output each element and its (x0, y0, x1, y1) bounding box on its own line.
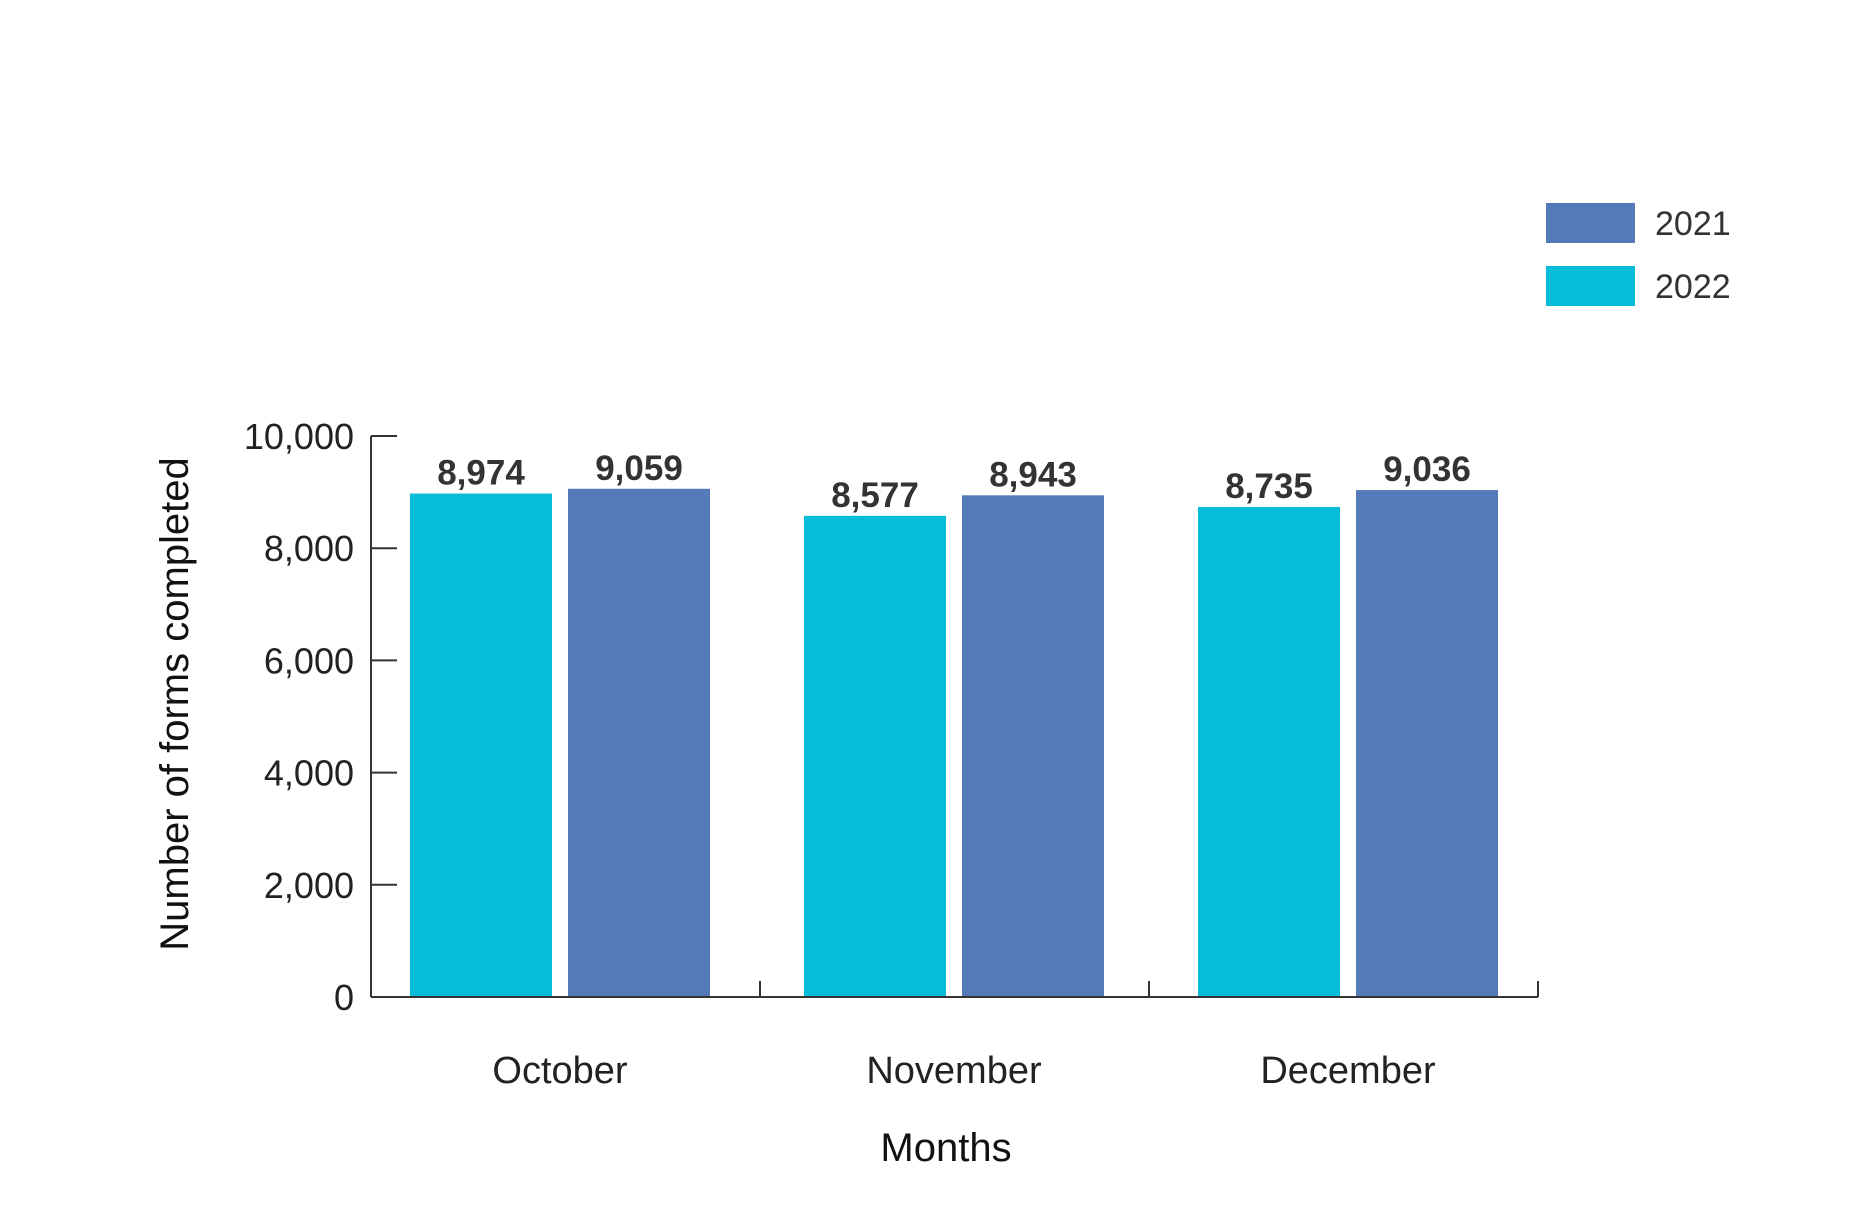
x-ticks-group (759, 981, 1539, 997)
y-tick-label: 8,000 (264, 528, 354, 569)
bar-2022-november (804, 515, 946, 997)
data-label-2022-december: 8,735 (1225, 467, 1313, 506)
legend-swatch-2021 (1546, 203, 1635, 243)
x-category-label-december: December (1260, 1050, 1436, 1092)
legend-label-2022: 2022 (1655, 268, 1731, 306)
bars-group (410, 488, 1498, 997)
y-axis-title: Number of forms completed (153, 457, 197, 951)
bar-2021-november (962, 495, 1104, 997)
bar-2022-october (410, 493, 552, 997)
y-ticks-group: 0 2,000 4,000 6,000 8,000 10,000 (244, 416, 397, 1018)
x-category-label-november: November (866, 1050, 1042, 1092)
y-tick-label: 0 (334, 977, 354, 1018)
legend-label-2021: 2021 (1655, 205, 1731, 243)
y-tick-label: 6,000 (264, 640, 354, 681)
data-label-2021-december: 9,036 (1383, 450, 1471, 489)
x-axis-title: Months (880, 1126, 1011, 1170)
y-tick-label: 10,000 (244, 416, 354, 457)
category-labels-group: October November December (492, 1050, 1436, 1092)
bar-2021-october (568, 488, 710, 997)
legend-swatch-2022 (1546, 266, 1635, 306)
y-tick-label: 2,000 (264, 865, 354, 906)
legend: 2021 2022 (1546, 203, 1731, 306)
data-label-2021-november: 8,943 (989, 455, 1077, 494)
data-label-2022-october: 8,974 (437, 454, 525, 493)
x-category-label-october: October (492, 1050, 628, 1092)
y-tick-label: 4,000 (264, 753, 354, 794)
data-label-2021-october: 9,059 (595, 449, 683, 488)
data-label-2022-november: 8,577 (831, 476, 919, 515)
bar-2021-december (1356, 490, 1498, 997)
data-labels-group: 8,974 8,577 8,735 9,059 8,943 9,036 (437, 449, 1471, 515)
axes (370, 436, 1538, 998)
bar-2022-december (1198, 506, 1340, 997)
